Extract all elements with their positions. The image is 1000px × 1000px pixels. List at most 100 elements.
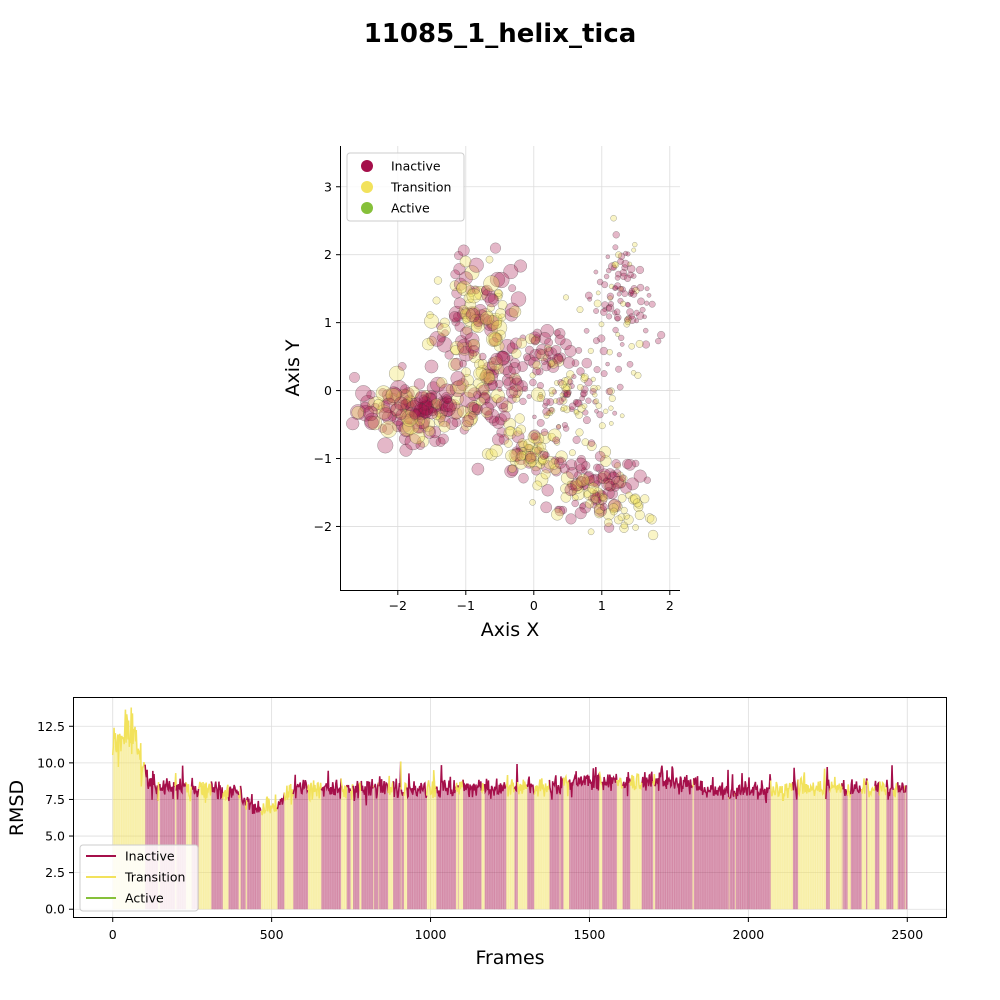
rmsd-fill-inactive xyxy=(707,786,709,910)
scatter-point-transition xyxy=(522,443,536,457)
rmsd-fill-inactive xyxy=(860,789,862,910)
rmsd-fill-inactive xyxy=(738,791,740,910)
scatter-point-inactive xyxy=(554,505,566,517)
rmsd-fill-transition xyxy=(520,791,522,910)
scatter-point-transition xyxy=(628,343,635,350)
scatter-point-inactive xyxy=(413,403,430,421)
scatter-point-inactive xyxy=(465,307,481,323)
scatter-point-inactive xyxy=(488,357,496,365)
rmsd-fill-transition xyxy=(285,800,286,910)
scatter-point-inactive xyxy=(597,489,606,498)
scatter-point-inactive xyxy=(498,402,509,413)
scatter-point-inactive xyxy=(613,308,621,315)
rmsd-fill-transition xyxy=(867,784,869,910)
scatter-point-inactive xyxy=(614,315,621,322)
rmsd-fill-transition xyxy=(142,773,143,910)
rmsd-line-inactive xyxy=(320,770,342,799)
rmsd-fill-inactive xyxy=(243,800,245,910)
scatter-point-inactive xyxy=(532,414,537,420)
rmsd-fill-inactive xyxy=(609,783,611,910)
rmsd-fill-inactive xyxy=(363,791,365,910)
scatter-point-transition xyxy=(529,372,536,379)
scatter-point-transition xyxy=(537,457,547,466)
scatter-point-inactive xyxy=(507,394,517,404)
scatter-point-inactive xyxy=(483,377,498,392)
scatter-point-inactive xyxy=(409,409,422,422)
scatter-point-transition xyxy=(544,344,552,352)
rmsd-fill-inactive xyxy=(400,787,401,910)
rmsd-fill-transition xyxy=(633,776,635,910)
scatter-point-transition xyxy=(424,426,435,437)
rmsd-line-inactive xyxy=(896,782,906,794)
rmsd-fill-inactive xyxy=(681,778,682,910)
scatter-point-inactive xyxy=(532,334,541,342)
rmsd-fill-inactive xyxy=(447,795,449,910)
scatter-point-transition xyxy=(647,529,659,541)
rmsd-fill-inactive xyxy=(585,785,586,910)
scatter-point-transition xyxy=(456,282,468,294)
scatter-point-transition xyxy=(568,449,576,457)
scatter-point-transition xyxy=(547,432,556,442)
scatter-point-inactive xyxy=(550,344,562,356)
rmsd-fill-inactive xyxy=(561,788,563,910)
rmsd-fill-inactive xyxy=(714,795,715,910)
rmsd-fill-inactive xyxy=(745,781,747,910)
rmsd-fill-transition xyxy=(599,773,600,910)
rmsd-fill-transition xyxy=(264,807,265,910)
rmsd-line-inactive xyxy=(548,775,561,800)
rmsd-fill-transition xyxy=(638,774,640,910)
rmsd-fill-inactive xyxy=(700,780,702,910)
rmsd-fill-inactive xyxy=(339,790,340,910)
scatter-point-inactive xyxy=(484,377,493,387)
scatter-point-inactive xyxy=(574,399,583,408)
scatter-point-transition xyxy=(560,406,565,412)
rmsd-fill-transition xyxy=(823,793,825,910)
scatter-point-inactive xyxy=(510,291,527,307)
scatter-point-inactive xyxy=(542,451,550,459)
scatter-point-inactive xyxy=(536,382,544,390)
rmsd-fill-inactive xyxy=(613,777,615,910)
scatter-point-inactive xyxy=(545,347,558,360)
rmsd-fill-inactive xyxy=(582,784,584,910)
scatter-point-inactive xyxy=(397,362,407,371)
rmsd-fill-inactive xyxy=(646,790,647,910)
rmsd-fill-transition xyxy=(565,777,567,910)
rmsd-fill-transition xyxy=(564,779,566,910)
rmsd-fill-inactive xyxy=(603,790,605,910)
rmsd-fill-inactive xyxy=(878,782,880,910)
scatter-point-transition xyxy=(433,276,443,285)
rmsd-fill-transition xyxy=(117,734,119,910)
scatter-point-transition xyxy=(615,332,621,337)
scatter-point-inactive xyxy=(416,401,434,419)
rmsd-fill-inactive xyxy=(381,779,383,910)
rmsd-fill-transition xyxy=(460,789,462,910)
scatter-point-transition xyxy=(524,451,533,459)
scatter-point-inactive xyxy=(625,302,631,308)
scatter-point-transition xyxy=(547,409,554,417)
rmsd-fill-inactive xyxy=(876,784,878,910)
scatter-point-inactive xyxy=(433,403,449,419)
scatter-point-inactive xyxy=(555,424,562,430)
rmsd-fill-transition xyxy=(203,782,204,910)
scatter-point-inactive xyxy=(581,357,593,369)
rmsd-line-inactive xyxy=(190,777,200,798)
scatter-point-inactive xyxy=(414,391,431,408)
rmsd-fill-transition xyxy=(640,786,642,910)
rmsd-fill-inactive xyxy=(424,784,426,910)
rmsd-line-inactive xyxy=(210,781,224,800)
rmsd-fill-transition xyxy=(787,791,788,910)
rmsd-fill-transition xyxy=(519,788,521,910)
scatter-point-transition xyxy=(464,265,480,281)
scatter-point-transition xyxy=(599,492,608,501)
scatter-point-transition xyxy=(580,374,589,383)
rmsd-fill-inactive xyxy=(468,794,470,910)
scatter-point-transition xyxy=(504,439,513,448)
scatter-point-transition xyxy=(571,487,586,501)
rmsd-fill-inactive xyxy=(595,775,597,910)
scatter-point-inactive xyxy=(398,432,412,445)
scatter-point-transition xyxy=(646,514,657,525)
rmsd-fill-inactive xyxy=(841,783,843,910)
rmsd-fill-inactive xyxy=(641,781,643,910)
scatter-point-inactive xyxy=(558,505,568,515)
rmsd-fill-inactive xyxy=(731,790,733,910)
